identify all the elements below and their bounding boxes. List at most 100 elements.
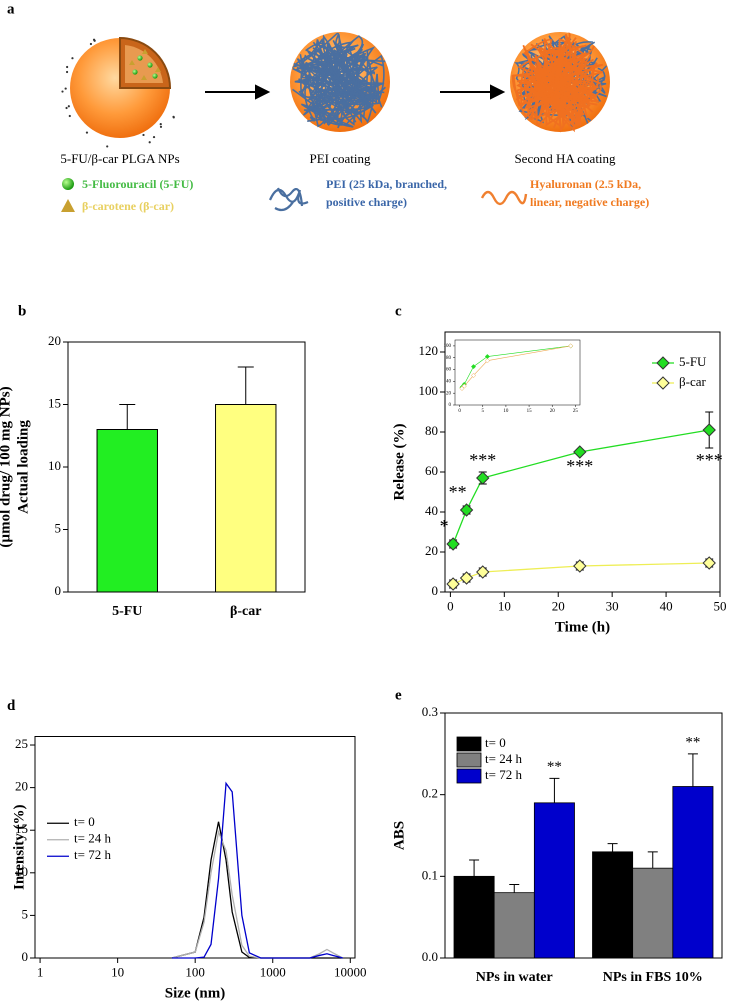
marker (459, 571, 474, 585)
error-bar (237, 366, 254, 405)
strand (516, 57, 587, 107)
x-tick-label: 1000 (260, 964, 286, 979)
bar (672, 786, 714, 959)
nanoparticle (61, 36, 175, 148)
y-tick-label: 0.1 (422, 867, 438, 882)
marker (484, 358, 490, 364)
marker (470, 364, 477, 370)
y-tick-label: 60 (446, 368, 452, 373)
dot (159, 125, 163, 128)
legend-label: t= 0 (485, 735, 506, 750)
marker (446, 577, 460, 591)
significance: ** (685, 734, 700, 750)
bar (533, 802, 575, 959)
y-tick-label: 100 (444, 344, 452, 349)
y-tick-label: 0 (432, 583, 439, 598)
bar (453, 875, 495, 959)
significance: *** (566, 456, 593, 476)
y-tick-label: 80 (446, 356, 452, 361)
y-tick-label: 100 (419, 383, 439, 398)
y-tick-label: 0 (449, 403, 452, 408)
x-tick-label: β-car (230, 604, 261, 619)
strand (516, 47, 580, 127)
error-bar (119, 404, 136, 430)
marker (459, 503, 474, 517)
legend-label: t= 72 h (74, 847, 111, 862)
legend-swatch (456, 736, 482, 752)
strand (524, 45, 594, 109)
legend-text: linear, negative charge) (530, 195, 649, 209)
y-tick-label: 0.3 (422, 704, 438, 719)
dot (61, 90, 64, 93)
x-tick-label: 0 (458, 409, 461, 414)
marker (702, 556, 716, 570)
y-tick-label: 10 (48, 458, 61, 473)
x-axis-label: Time (h) (555, 619, 610, 635)
error-bar (687, 753, 698, 787)
error-bar (647, 851, 658, 869)
significance: *** (469, 450, 496, 470)
y-tick-label: 0 (22, 949, 29, 964)
legend-marker (656, 356, 670, 370)
dot (142, 133, 145, 137)
fu-dot (137, 55, 143, 61)
legend-text: PEI (25 kDa, branched, (326, 177, 447, 191)
error-bar (607, 843, 618, 852)
dot (159, 123, 162, 126)
car-dot (142, 49, 148, 54)
plot-frame (454, 339, 581, 406)
error-bar (549, 777, 560, 803)
dot (68, 114, 71, 118)
legend-marker (656, 376, 670, 390)
marker (573, 559, 587, 573)
x-tick-label: 40 (660, 598, 673, 613)
legend-swatch (456, 768, 482, 784)
series-line (171, 829, 344, 959)
car-dot (155, 67, 161, 72)
plot-frame (444, 712, 723, 959)
significance: ** (449, 482, 467, 502)
series-line (171, 821, 343, 959)
fu-dot (152, 73, 158, 79)
ha-coated-np (510, 31, 610, 133)
x-tick-label: 5 (482, 409, 485, 414)
fu-dot (147, 62, 153, 68)
ha-icon (480, 190, 528, 206)
y-tick-label: 60 (425, 463, 438, 478)
step-caption: 5-FU/β-car PLGA NPs (60, 151, 179, 166)
legend-label: β-car (679, 374, 706, 389)
strand (517, 49, 593, 127)
y-tick-label: 80 (425, 423, 438, 438)
strand (540, 75, 573, 120)
pei-icon (268, 187, 309, 212)
legend-text: β-carotene (β-car) (82, 199, 174, 213)
dot (106, 145, 109, 148)
fu-dot (132, 69, 138, 75)
x-tick-label: 5-FU (112, 604, 142, 619)
x-tick-label: 0 (447, 598, 454, 613)
y-tick-label: 40 (446, 380, 452, 385)
strand (292, 32, 386, 109)
error-bar (469, 859, 480, 877)
marker (476, 471, 490, 485)
x-tick-label: NPs in FBS 10% (603, 970, 703, 985)
dot (71, 57, 74, 60)
legend-text: Hyaluronan (2.5 kDa, (530, 177, 641, 191)
y-tick-label: 40 (425, 503, 438, 518)
legend-label: t= 24 h (74, 831, 111, 846)
dot (85, 131, 89, 134)
y-tick-label: 20 (48, 333, 61, 348)
dot (65, 70, 69, 74)
x-tick-label: NPs in water (476, 970, 553, 985)
panel-label: d (7, 698, 16, 714)
dot (148, 141, 151, 144)
x-tick-label: 20 (552, 598, 565, 613)
marker (476, 565, 490, 579)
x-axis-label: Size (nm) (165, 985, 225, 1001)
car-dot (129, 60, 135, 65)
y-tick-label: 25 (15, 736, 28, 751)
legend-label: 5-FU (679, 354, 707, 369)
marker (573, 445, 587, 459)
y-axis-label: Actual loading (15, 420, 31, 514)
